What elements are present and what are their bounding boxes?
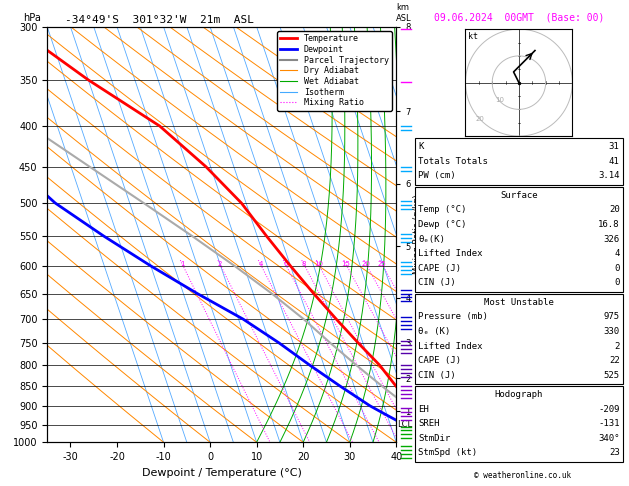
X-axis label: Dewpoint / Temperature (°C): Dewpoint / Temperature (°C) — [142, 468, 302, 478]
Text: 23: 23 — [609, 449, 620, 457]
Text: Dewp (°C): Dewp (°C) — [418, 220, 467, 229]
Text: Lifted Index: Lifted Index — [418, 249, 483, 258]
Y-axis label: Mixing Ratio (g/kg): Mixing Ratio (g/kg) — [413, 195, 423, 274]
Text: 6: 6 — [283, 261, 287, 267]
Text: Pressure (mb): Pressure (mb) — [418, 312, 488, 321]
Text: 0: 0 — [614, 278, 620, 287]
Text: Lifted Index: Lifted Index — [418, 342, 483, 350]
Text: θₑ (K): θₑ (K) — [418, 327, 450, 336]
Text: CIN (J): CIN (J) — [418, 371, 456, 380]
Text: 340°: 340° — [598, 434, 620, 443]
Text: θₑ(K): θₑ(K) — [418, 235, 445, 243]
Text: CAPE (J): CAPE (J) — [418, 356, 461, 365]
Text: EH: EH — [418, 405, 429, 414]
Text: 31: 31 — [609, 142, 620, 151]
Text: PW (cm): PW (cm) — [418, 172, 456, 180]
Text: 8: 8 — [302, 261, 306, 267]
Text: K: K — [418, 142, 424, 151]
Text: Most Unstable: Most Unstable — [484, 298, 554, 307]
Text: CIN (J): CIN (J) — [418, 278, 456, 287]
Text: StmSpd (kt): StmSpd (kt) — [418, 449, 477, 457]
Text: 975: 975 — [603, 312, 620, 321]
Text: LCL: LCL — [397, 420, 412, 429]
Text: 3.14: 3.14 — [598, 172, 620, 180]
Text: 16.8: 16.8 — [598, 220, 620, 229]
Text: Temp (°C): Temp (°C) — [418, 206, 467, 214]
Text: km
ASL: km ASL — [396, 3, 412, 22]
Text: © weatheronline.co.uk: © weatheronline.co.uk — [474, 471, 571, 480]
Text: 2: 2 — [614, 342, 620, 350]
Text: kt: kt — [467, 33, 477, 41]
Text: Hodograph: Hodograph — [495, 390, 543, 399]
Text: 20: 20 — [362, 261, 370, 267]
Text: 1: 1 — [180, 261, 184, 267]
Text: CAPE (J): CAPE (J) — [418, 264, 461, 273]
Text: Surface: Surface — [500, 191, 538, 200]
Text: 22: 22 — [609, 356, 620, 365]
Text: -209: -209 — [598, 405, 620, 414]
Text: 330: 330 — [603, 327, 620, 336]
Text: 0: 0 — [614, 264, 620, 273]
Text: 20: 20 — [609, 206, 620, 214]
Text: Totals Totals: Totals Totals — [418, 157, 488, 166]
Text: 2: 2 — [218, 261, 222, 267]
Text: 326: 326 — [603, 235, 620, 243]
Text: 10: 10 — [314, 261, 323, 267]
Text: 20: 20 — [476, 116, 485, 122]
Text: 09.06.2024  00GMT  (Base: 00): 09.06.2024 00GMT (Base: 00) — [434, 12, 604, 22]
Text: 25: 25 — [377, 261, 386, 267]
Text: 15: 15 — [342, 261, 350, 267]
Legend: Temperature, Dewpoint, Parcel Trajectory, Dry Adiabat, Wet Adiabat, Isotherm, Mi: Temperature, Dewpoint, Parcel Trajectory… — [277, 31, 392, 110]
Text: 4: 4 — [614, 249, 620, 258]
Text: SREH: SREH — [418, 419, 440, 428]
Text: 10: 10 — [495, 97, 504, 103]
Text: 525: 525 — [603, 371, 620, 380]
Text: -34°49'S  301°32'W  21m  ASL: -34°49'S 301°32'W 21m ASL — [65, 15, 253, 25]
Text: 41: 41 — [609, 157, 620, 166]
Text: StmDir: StmDir — [418, 434, 450, 443]
Text: hPa: hPa — [23, 13, 41, 22]
Text: -131: -131 — [598, 419, 620, 428]
Text: 4: 4 — [259, 261, 263, 267]
